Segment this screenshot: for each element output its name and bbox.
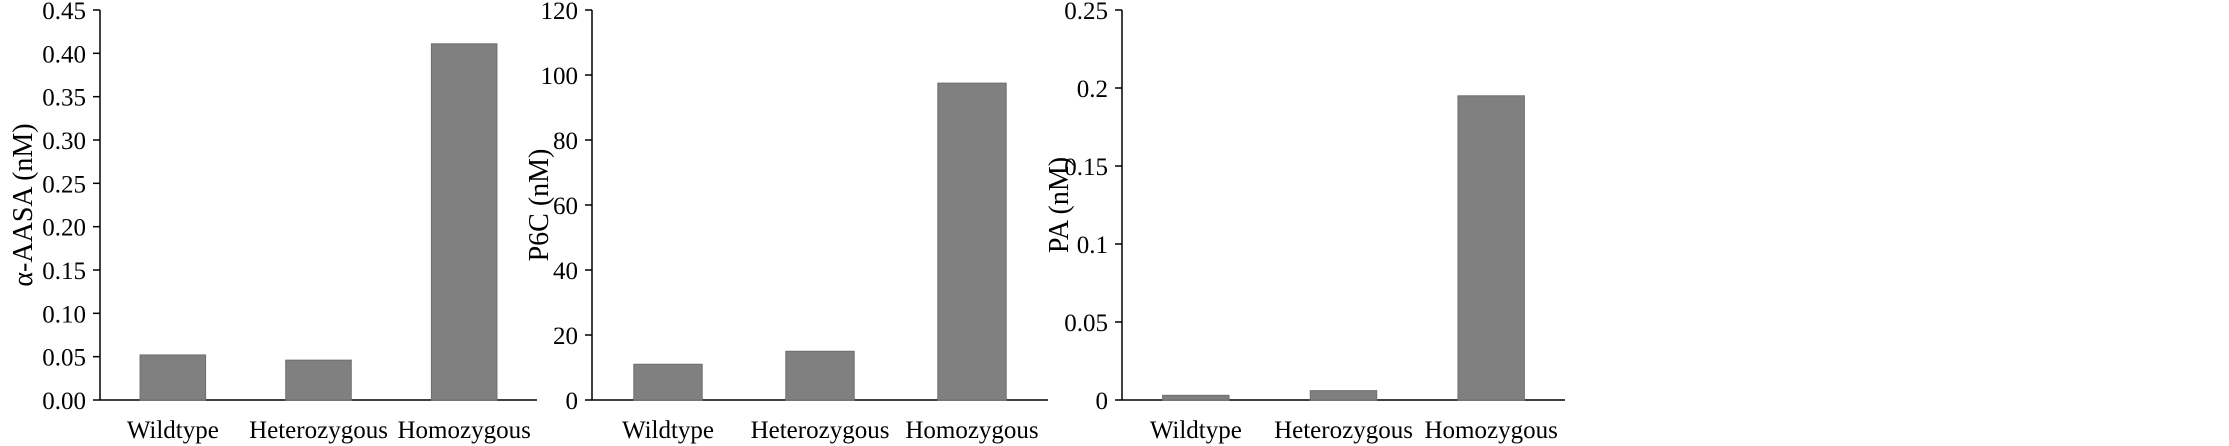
chart-3: 0 0.05 0.1 0.15 0.2 0.25 Wildtype Heterozygous H…	[1044, 0, 1565, 444]
y-tick-label: 0.1	[1077, 232, 1108, 259]
y-tick-label: 120	[541, 0, 579, 25]
bar-wildtype	[139, 354, 207, 401]
bar-heterozygous	[285, 359, 352, 401]
y-tick-label: 0.2	[1077, 76, 1108, 103]
bar-heterozygous	[1309, 390, 1378, 401]
y-axis-title: P6C (nM)	[524, 149, 555, 262]
x-category-label: Heterozygous	[751, 417, 890, 444]
chart-1: 0.00 0.05 0.10 0.15 0.20 0.25 0.30 0.35 0.40 0.45…	[8, 0, 537, 444]
y-tick-label: 20	[553, 323, 578, 350]
y-tick-label: 0.05	[42, 345, 86, 372]
x-category-label: Heterozygous	[1274, 417, 1413, 444]
y-tick-label: 0.10	[42, 301, 86, 328]
bar-homozygous	[1457, 95, 1525, 401]
bar-homozygous	[937, 82, 1007, 401]
y-tick-label: 0.15	[1064, 154, 1108, 181]
y-tick-label: 0.40	[42, 41, 86, 68]
bar-heterozygous	[785, 350, 855, 401]
y-tick-label: 0.15	[42, 258, 86, 285]
y-tick-label: 0.00	[42, 388, 86, 415]
bar-wildtype	[1162, 394, 1230, 401]
y-tick-label: 0.35	[42, 85, 86, 112]
x-category-label: Homozygous	[905, 417, 1038, 444]
y-tick-label: 40	[553, 258, 578, 285]
y-tick-label: 0.25	[42, 171, 86, 198]
x-category-label: Wildtype	[1150, 417, 1242, 444]
y-tick-label: 100	[541, 63, 579, 90]
y-axis-title: PA (nM)	[1044, 157, 1075, 253]
y-tick-label: 0	[566, 388, 579, 415]
x-category-label: Wildtype	[622, 417, 714, 444]
y-tick-label: 60	[553, 193, 578, 220]
y-tick-label: 80	[553, 128, 578, 155]
x-category-label: Homozygous	[1425, 417, 1558, 444]
x-category-label: Wildtype	[127, 417, 219, 444]
y-tick-label: 0.20	[42, 215, 86, 242]
x-category-label: Heterozygous	[249, 417, 388, 444]
bar-wildtype	[633, 363, 703, 401]
chart-2: 0 20 40 60 80 100 120 Wildtype Heterozygous Homoz…	[524, 0, 1048, 444]
y-tick-label: 0.05	[1064, 310, 1108, 337]
y-tick-label: 0.25	[1064, 0, 1108, 25]
y-axis-title: α-AASA (nM)	[8, 123, 39, 286]
y-tick-label: 0.45	[42, 0, 86, 25]
x-category-label: Homozygous	[398, 417, 531, 444]
y-tick-label: 0	[1096, 388, 1109, 415]
bar-homozygous	[430, 43, 498, 401]
y-tick-label: 0.30	[42, 128, 86, 155]
